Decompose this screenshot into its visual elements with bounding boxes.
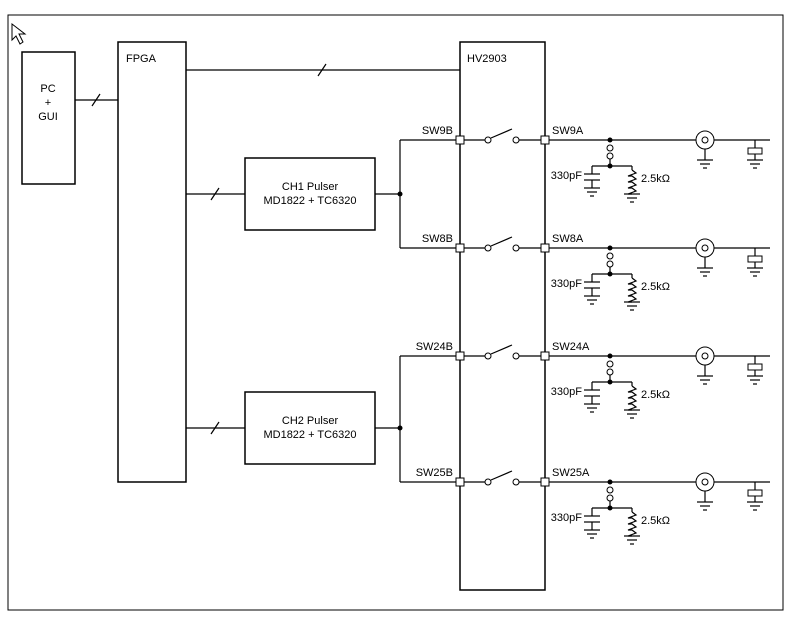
ch1-l2: MD1822 + TC6320 (263, 195, 356, 207)
fpga-block: FPGA (118, 42, 186, 482)
ch2-l2: MD1822 + TC6320 (263, 429, 356, 441)
swa-label-0: SW9A (552, 125, 584, 137)
res-label-2: 2.5kΩ (641, 389, 670, 401)
swb-label-2: SW24B (416, 341, 453, 353)
cap-label-3: 330pF (551, 512, 582, 524)
swa-label-2: SW24A (552, 341, 590, 353)
pc-gui-block: PC + GUI (22, 52, 75, 184)
pc-label-0: PC (40, 83, 55, 95)
ch1-l1: CH1 Pulser (282, 181, 339, 193)
res-label-0: 2.5kΩ (641, 173, 670, 185)
hv2903-block: HV2903 (460, 42, 545, 590)
cap-label-1: 330pF (551, 278, 582, 290)
ch1-pulser-block: CH1 Pulser MD1822 + TC6320 (245, 158, 375, 230)
swa-label-1: SW8A (552, 233, 584, 245)
swb-label-0: SW9B (422, 125, 453, 137)
swa-label-3: SW25A (552, 467, 590, 479)
res-label-1: 2.5kΩ (641, 281, 670, 293)
swb-label-1: SW8B (422, 233, 453, 245)
cap-label-2: 330pF (551, 386, 582, 398)
hv2903-label: HV2903 (467, 53, 507, 65)
res-label-3: 2.5kΩ (641, 515, 670, 527)
ch2-pulser-block: CH2 Pulser MD1822 + TC6320 (245, 392, 375, 464)
ch2-l1: CH2 Pulser (282, 415, 339, 427)
pc-label-2: GUI (38, 111, 58, 123)
cap-label-0: 330pF (551, 170, 582, 182)
pc-label-1: + (45, 97, 51, 109)
swb-label-3: SW25B (416, 467, 453, 479)
fpga-label: FPGA (126, 53, 157, 65)
